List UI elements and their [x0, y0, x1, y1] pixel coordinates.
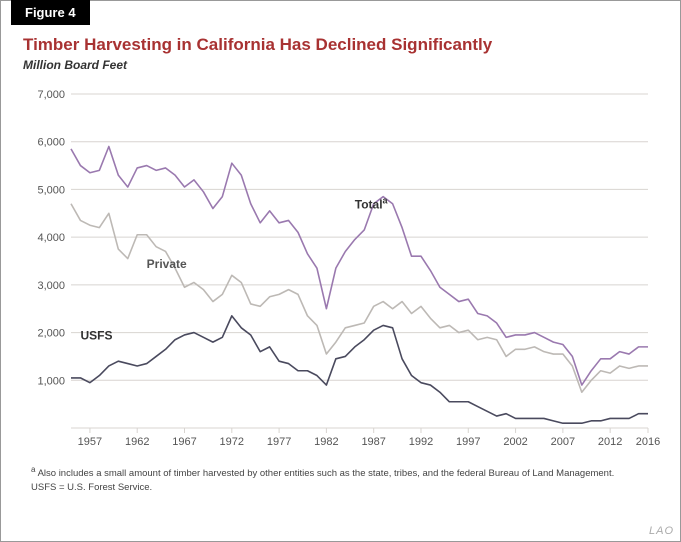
footnote-a-text: Also includes a small amount of timber h…	[38, 468, 615, 479]
y-tick-label: 7,000	[37, 89, 65, 101]
x-tick-label: 2016	[636, 436, 660, 448]
x-tick-label: 1997	[456, 436, 480, 448]
y-tick-label: 2,000	[37, 328, 65, 340]
x-tick-label: 1957	[78, 436, 102, 448]
x-tick-label: 1977	[267, 436, 291, 448]
x-tick-label: 1967	[172, 436, 196, 448]
x-tick-label: 1982	[314, 436, 338, 448]
y-tick-label: 1,000	[37, 375, 65, 387]
x-tick-label: 1962	[125, 436, 149, 448]
chart-title: Timber Harvesting in California Has Decl…	[23, 35, 658, 55]
y-tick-label: 4,000	[37, 232, 65, 244]
x-tick-label: 1987	[361, 436, 385, 448]
series-label-total: Totala	[355, 196, 389, 212]
footnote-b: USFS = U.S. Forest Service.	[31, 481, 658, 495]
figure-number-tab: Figure 4	[11, 0, 90, 25]
footnotes: a Also includes a small amount of timber…	[1, 462, 680, 504]
x-tick-label: 2002	[503, 436, 527, 448]
title-block: Timber Harvesting in California Has Decl…	[1, 25, 680, 74]
line-chart-svg: 1,000 2,000 3,000 4,000 5,000 6,000 7,000 1957 1…	[23, 86, 660, 456]
y-tick-label: 3,000	[37, 280, 65, 292]
x-tick-label: 1972	[220, 436, 244, 448]
x-tick-label: 1992	[409, 436, 433, 448]
x-tick-label: 2007	[551, 436, 575, 448]
y-tick-label: 5,000	[37, 184, 65, 196]
series-usfs	[71, 316, 648, 423]
series-label-private: Private	[147, 257, 187, 271]
chart-subtitle: Million Board Feet	[23, 58, 658, 72]
figure-container: Figure 4 Timber Harvesting in California…	[0, 0, 681, 542]
y-tick-label: 6,000	[37, 137, 65, 149]
watermark: LAO	[649, 525, 674, 537]
series-label-usfs: USFS	[80, 329, 112, 343]
series-private	[71, 204, 648, 392]
x-tick-label: 2012	[598, 436, 622, 448]
chart-area: 1,000 2,000 3,000 4,000 5,000 6,000 7,000 1957 1…	[23, 86, 658, 456]
footnote-a: a Also includes a small amount of timber…	[31, 464, 658, 481]
